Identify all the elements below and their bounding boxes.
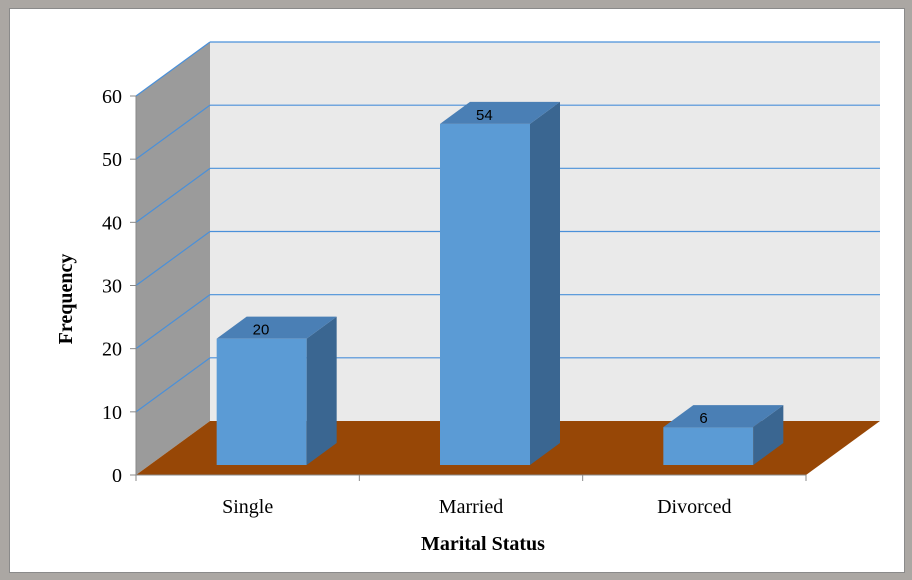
bar-divorced bbox=[663, 405, 783, 465]
bar-front bbox=[217, 339, 307, 465]
bar-side bbox=[307, 317, 337, 465]
bar-side bbox=[530, 102, 560, 465]
y-axis-title: Frequency bbox=[55, 254, 77, 345]
x-tick-label: Married bbox=[439, 496, 503, 518]
bar-front bbox=[663, 427, 753, 465]
bar-single bbox=[217, 317, 337, 465]
chart-frame: 0 10 20 30 40 50 60 Single Married Divorced 20 54… bbox=[9, 8, 905, 573]
x-tick-label: Single bbox=[222, 496, 273, 518]
y-tick-label: 30 bbox=[102, 276, 122, 298]
data-label: 20 bbox=[253, 322, 270, 339]
bar-front bbox=[440, 124, 530, 465]
y-tick-label: 60 bbox=[102, 86, 122, 108]
bar-married bbox=[440, 102, 560, 465]
bar-chart: 0 10 20 30 40 50 60 Single Married Divorced 20 54… bbox=[10, 9, 906, 574]
y-tick-label: 20 bbox=[102, 339, 122, 361]
y-tick-label: 50 bbox=[102, 149, 122, 171]
x-axis-title: Marital Status bbox=[421, 533, 545, 555]
y-tick-label: 10 bbox=[102, 402, 122, 424]
x-tick-labels: Single Married Divorced bbox=[222, 496, 731, 518]
y-tick-labels: 0 10 20 30 40 50 60 bbox=[102, 86, 122, 487]
y-tick-label: 0 bbox=[112, 465, 122, 487]
y-tick-label: 40 bbox=[102, 212, 122, 234]
x-tick-label: Divorced bbox=[657, 496, 731, 518]
data-label: 54 bbox=[476, 107, 493, 124]
data-label: 6 bbox=[699, 410, 707, 427]
